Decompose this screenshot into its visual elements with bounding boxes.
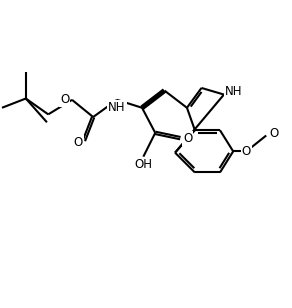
- Text: NH: NH: [225, 85, 243, 99]
- Text: O: O: [270, 127, 279, 140]
- Text: O: O: [74, 136, 83, 149]
- Text: O: O: [183, 132, 192, 145]
- Text: O: O: [60, 93, 69, 106]
- Text: O: O: [242, 145, 251, 158]
- Text: OH: OH: [134, 157, 152, 171]
- Text: NH: NH: [108, 101, 126, 114]
